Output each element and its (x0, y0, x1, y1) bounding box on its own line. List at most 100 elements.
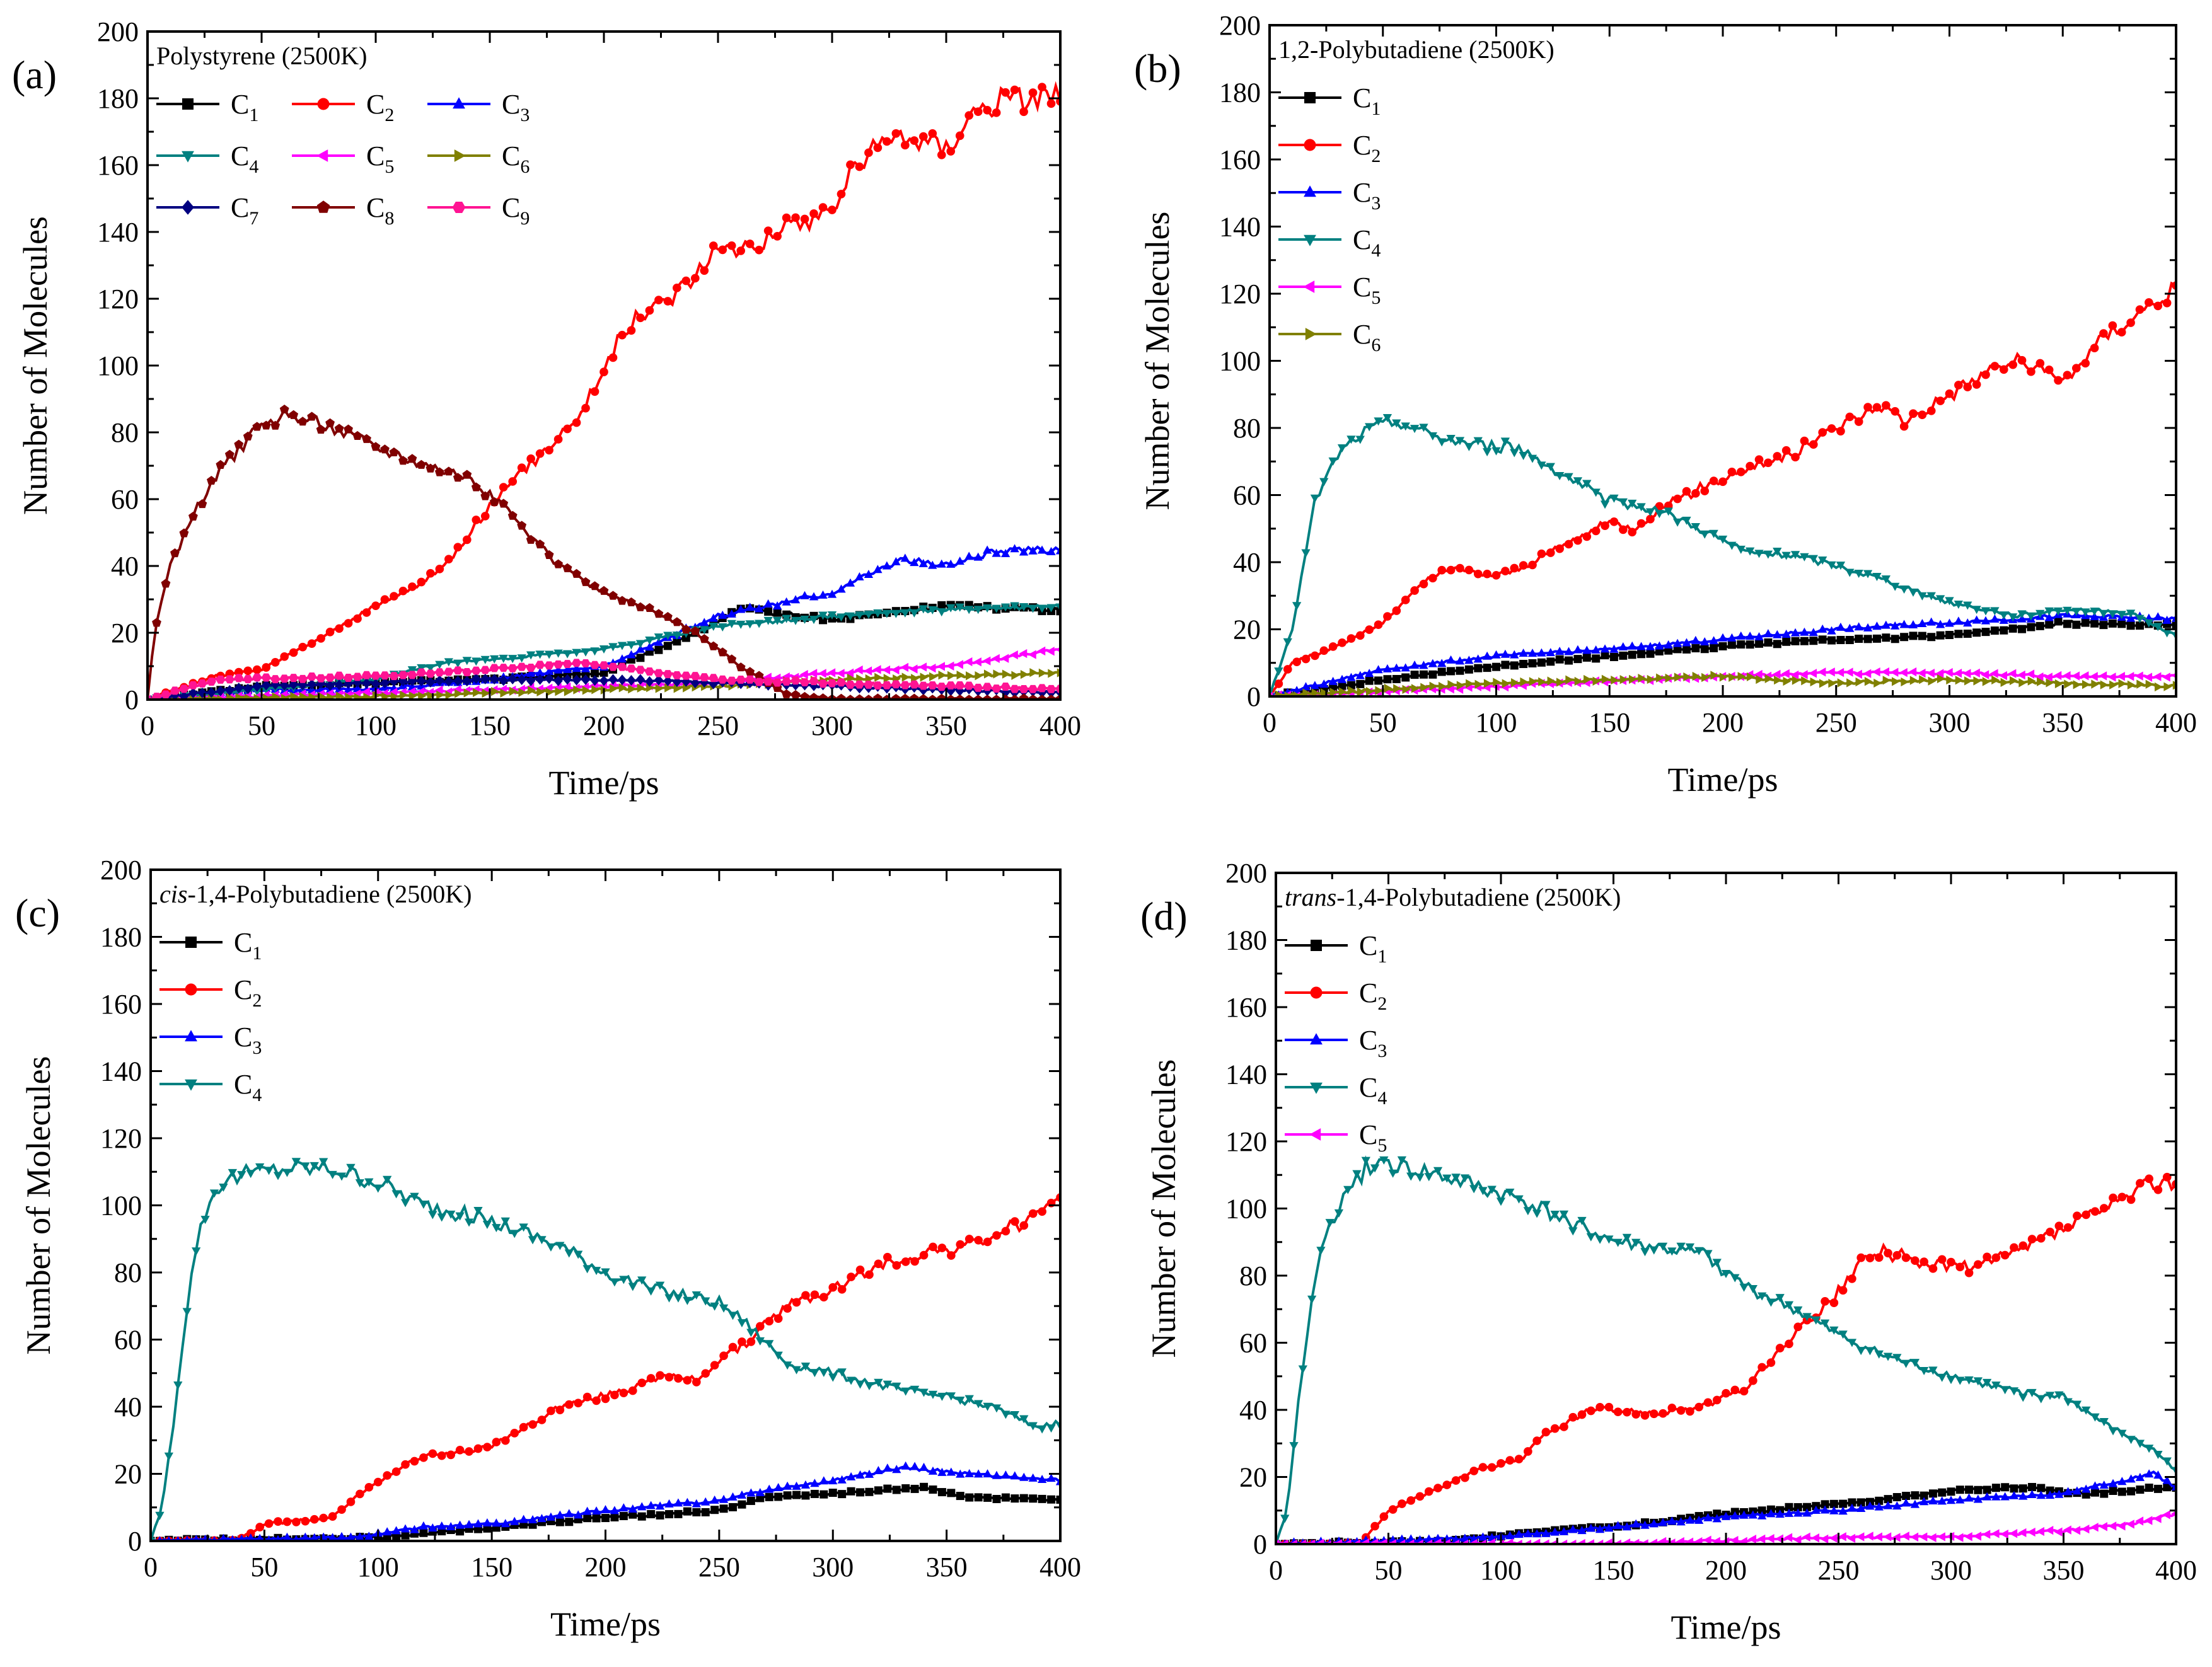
data-point (801, 1363, 811, 1371)
data-point (1928, 1496, 1938, 1505)
data-point (380, 671, 390, 680)
data-point (2071, 671, 2080, 681)
data-point (1999, 365, 2008, 374)
legend-label: C4 (1359, 1072, 1387, 1109)
data-point (1328, 642, 1338, 651)
data-point (572, 664, 581, 672)
data-point (1501, 660, 1510, 669)
data-point (882, 561, 892, 570)
series-C9 (148, 659, 1060, 700)
data-point (637, 1276, 647, 1285)
data-point (582, 1265, 592, 1274)
data-point (555, 1518, 564, 1526)
data-point (755, 245, 763, 255)
data-point (765, 1484, 774, 1493)
data-point (1555, 647, 1565, 655)
data-point (1550, 1527, 1560, 1536)
data-point (1874, 1253, 1884, 1262)
data-point (2009, 676, 2018, 686)
data-point (672, 671, 682, 679)
data-point (655, 1501, 665, 1510)
data-point (610, 1278, 620, 1287)
data-point (1754, 455, 1764, 464)
data-point (1511, 678, 1520, 688)
data-point (2054, 376, 2063, 385)
data-point (1863, 570, 1873, 579)
data-point (526, 534, 536, 544)
data-point (1048, 669, 1057, 678)
x-tick-label: 0 (144, 1552, 158, 1583)
data-point (790, 689, 801, 699)
legend-label: C3 (234, 1022, 262, 1058)
data-point (1829, 1533, 1838, 1543)
data-point (435, 660, 444, 669)
legend-subscript: 9 (520, 208, 530, 229)
data-point (1645, 642, 1655, 650)
data-point (391, 1526, 401, 1535)
data-point (1311, 688, 1320, 696)
data-point (681, 276, 691, 286)
data-point (937, 601, 946, 609)
y-tick-label: 120 (1219, 279, 1261, 309)
data-point (1514, 1530, 1524, 1538)
data-point (1492, 662, 1500, 671)
data-point (2044, 613, 2054, 621)
data-point (1316, 1538, 1324, 1544)
data-point (2109, 680, 2118, 689)
data-point (1845, 412, 1855, 422)
data-point (1437, 667, 1446, 676)
data-point (655, 1281, 665, 1290)
data-point (2026, 612, 2036, 621)
data-point (901, 1461, 910, 1470)
data-point (901, 1387, 910, 1396)
data-point (238, 1534, 245, 1541)
data-point (553, 675, 563, 686)
data-point (216, 459, 226, 470)
data-point (790, 676, 801, 685)
data-point (790, 679, 801, 691)
data-point (2046, 1227, 2054, 1237)
data-point (1500, 437, 1510, 446)
legend-subscript: 5 (385, 156, 394, 177)
x-tick-label: 200 (583, 710, 625, 741)
data-point (1446, 434, 1456, 443)
y-tick-label: 60 (1239, 1328, 1267, 1359)
data-point (537, 1514, 547, 1523)
data-point (562, 660, 572, 669)
data-point (356, 1489, 364, 1499)
data-point (464, 1218, 474, 1227)
panel-label: (d) (1140, 894, 1188, 938)
data-point (519, 1422, 528, 1432)
data-point (270, 679, 280, 690)
data-point (919, 1462, 929, 1471)
data-point (1739, 1387, 1749, 1396)
legend-label: C2 (234, 974, 262, 1011)
data-point (1989, 669, 1998, 678)
data-point (572, 659, 582, 667)
data-point (234, 674, 244, 683)
data-point (535, 650, 545, 659)
data-point (727, 620, 736, 628)
data-point (526, 454, 535, 463)
data-point (1718, 633, 1728, 642)
data-point (681, 625, 691, 634)
data-point (746, 1496, 755, 1505)
data-point (2010, 1243, 2018, 1252)
data-point (627, 641, 636, 650)
legend-item-C3: C3 (427, 89, 530, 125)
legend-name: C (1359, 930, 1377, 961)
data-point (492, 1438, 501, 1446)
data-point (261, 420, 271, 430)
data-point (918, 605, 928, 614)
data-point (334, 679, 344, 691)
data-point (1573, 645, 1583, 654)
data-point (873, 143, 883, 153)
data-point (1927, 633, 1936, 642)
data-point (391, 1190, 401, 1199)
data-point (818, 611, 828, 620)
data-point (1963, 630, 1972, 638)
data-point (2000, 1530, 2008, 1539)
legend-name: C (502, 141, 520, 171)
data-point (381, 692, 390, 700)
data-point (572, 649, 581, 657)
